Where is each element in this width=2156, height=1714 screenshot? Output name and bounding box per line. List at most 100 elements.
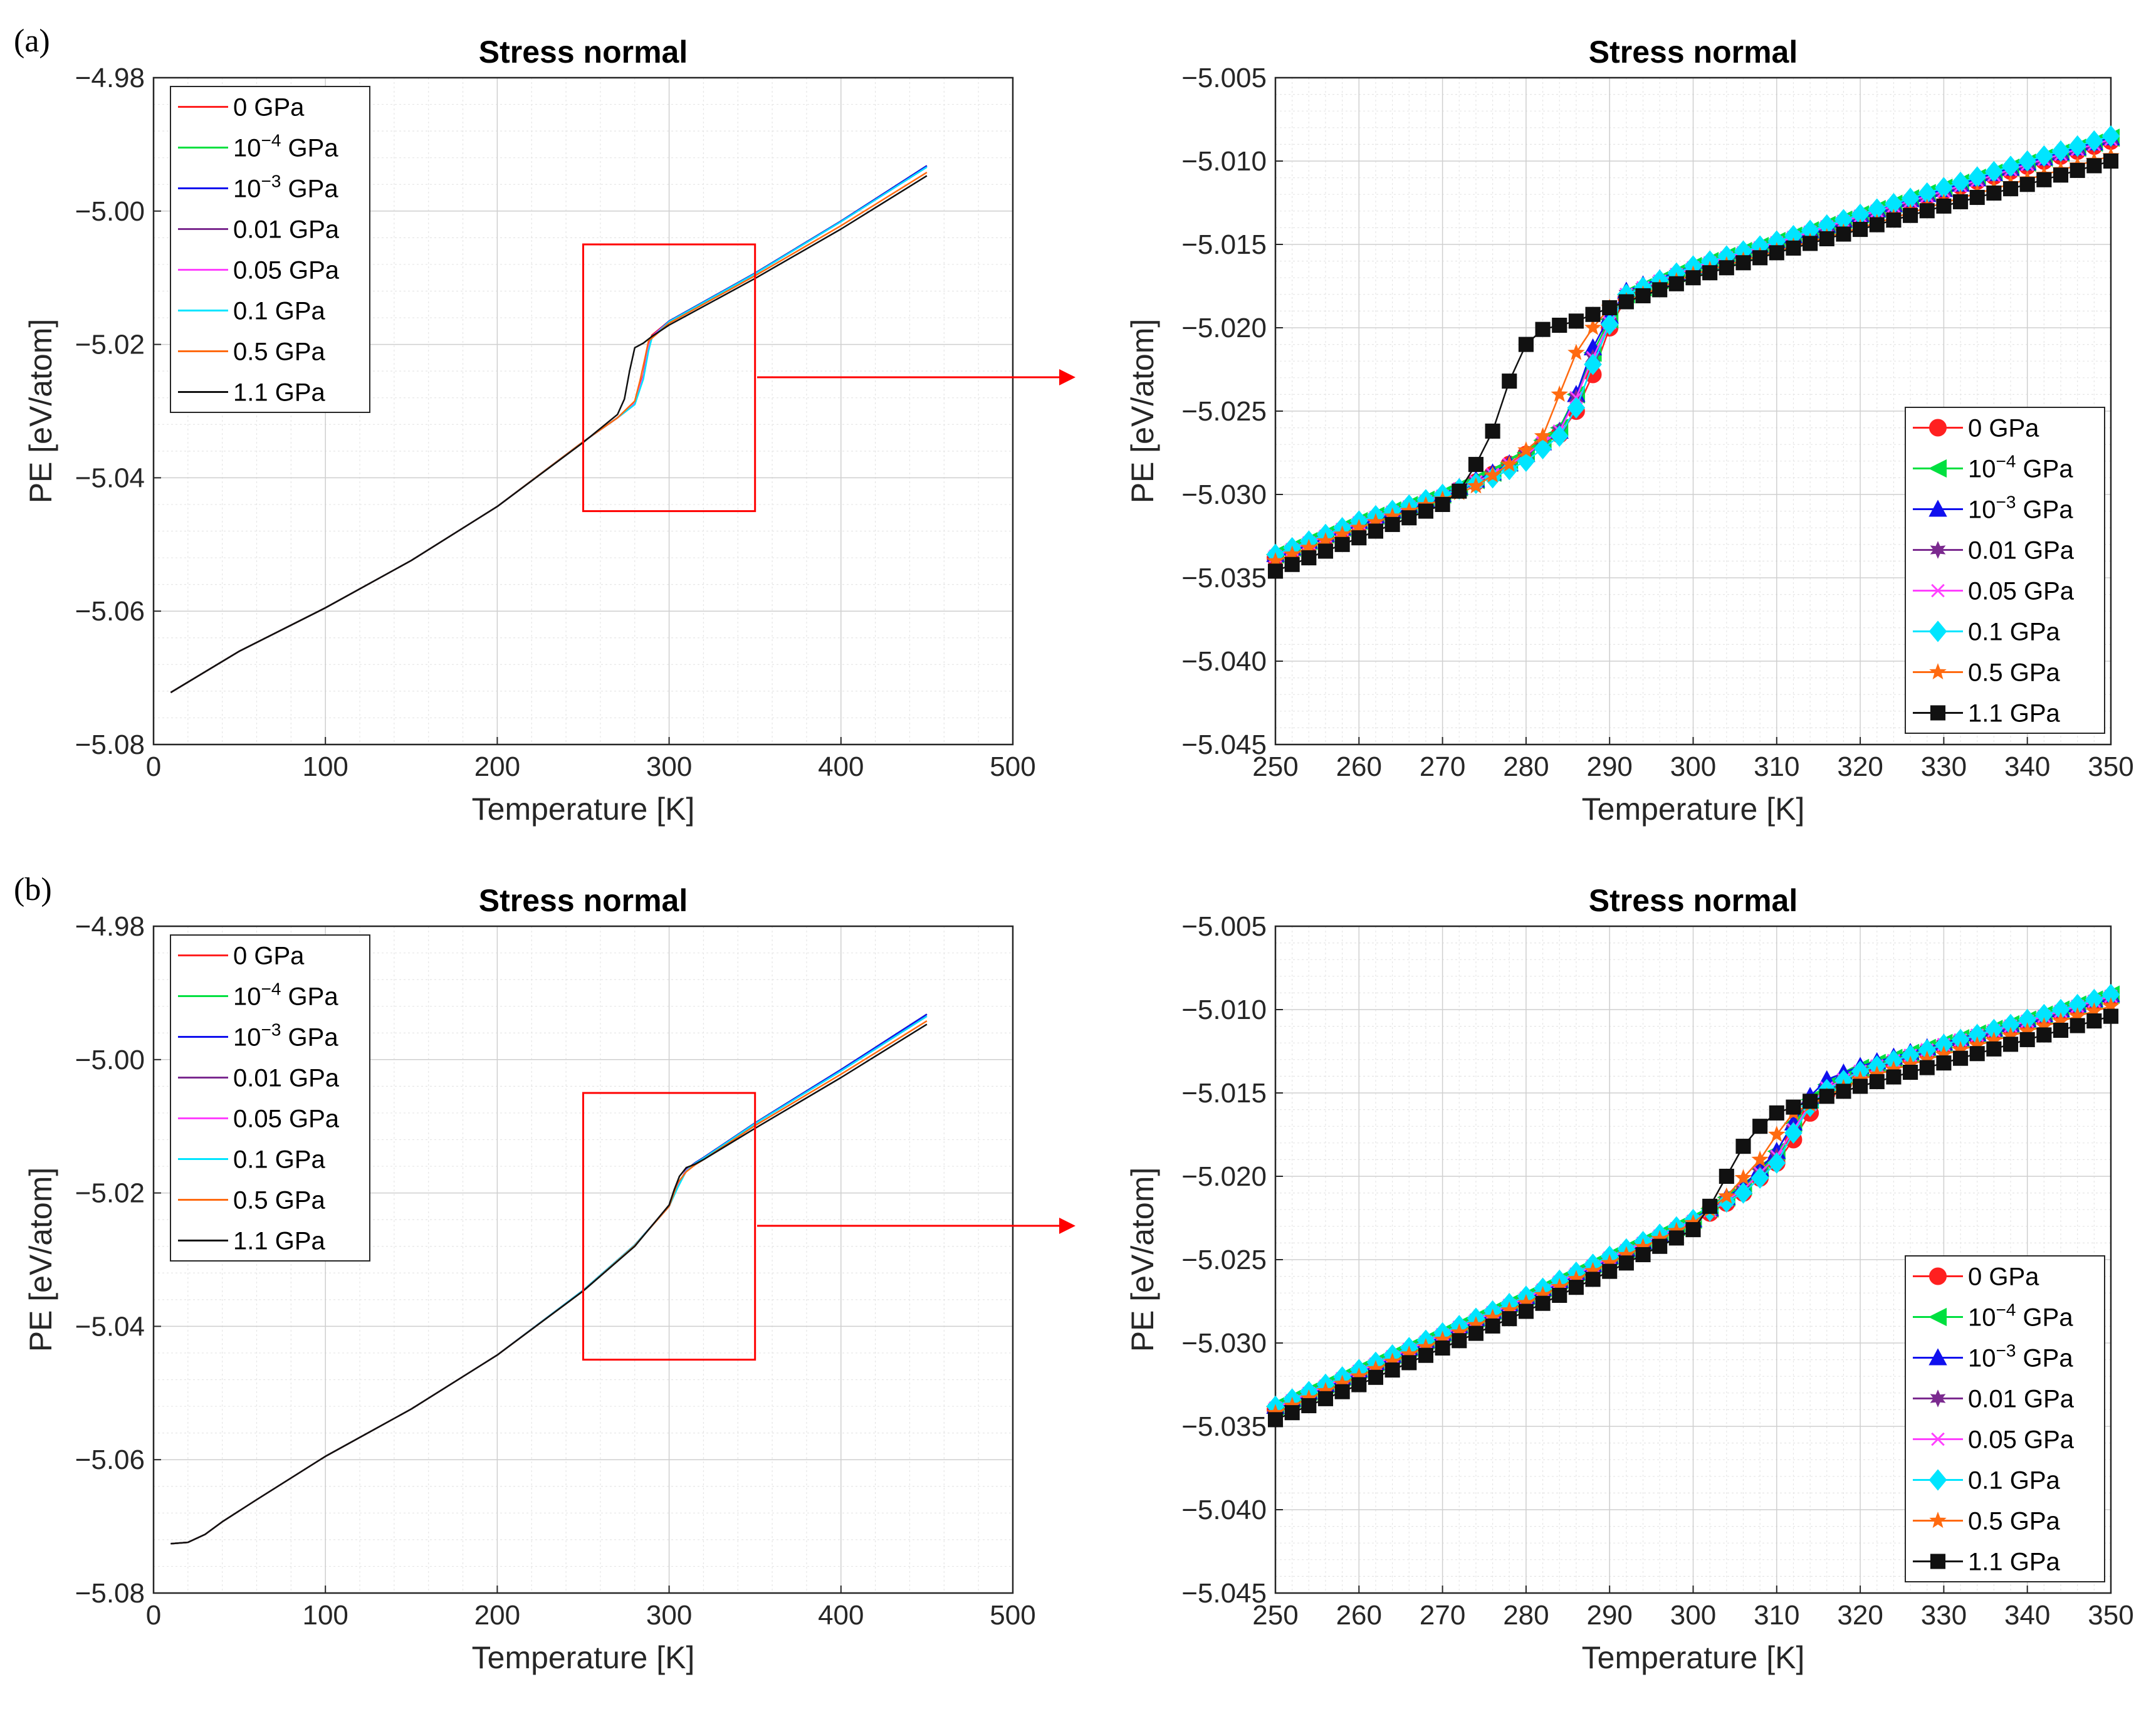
legend-marker: [1931, 1432, 1945, 1446]
data-point: [2002, 181, 2019, 197]
legend-item: 0 GPa: [1913, 415, 2039, 442]
zoom-arrow-a: [757, 369, 1075, 385]
legend-item: 0 GPa: [178, 943, 305, 970]
data-point: [1384, 516, 1400, 532]
data-point: [1551, 385, 1568, 402]
data-point: [1769, 1105, 1784, 1121]
data-point: [1919, 203, 1935, 219]
x-axis-label: Temperature [K]: [472, 1640, 695, 1675]
y-tick-label: −5.00: [75, 1045, 145, 1075]
panel-label-a: (a): [14, 23, 50, 59]
data-point: [1702, 265, 1718, 281]
legend-marker: [1929, 419, 1947, 437]
data-point: [1853, 1079, 1868, 1094]
y-tick-label: −5.005: [1181, 911, 1267, 942]
chart-b-zoom: 250 260 270 280 290 300 310 320 330 340 350 −5.045 −…: [1125, 883, 2134, 1675]
legend-item: 10−3 GPa: [1913, 493, 2073, 524]
legend-label: 1.1 GPa: [233, 1228, 326, 1255]
x-tick-label: 300: [646, 751, 692, 782]
y-tick-label: −5.02: [75, 330, 145, 360]
y-tick-label: −5.045: [1181, 1578, 1267, 1609]
legend-item: 0.5 GPa: [1913, 659, 2061, 687]
y-tick-label: −5.025: [1181, 396, 1267, 427]
y-tick-label: −5.04: [75, 1311, 145, 1342]
legend-label: 0.05 GPa: [1968, 578, 2075, 605]
data-point: [1668, 276, 1684, 291]
y-tick-label: −4.98: [75, 63, 145, 93]
data-point: [1435, 496, 1450, 513]
legend-marker: [1929, 1267, 1947, 1285]
data-point: [2086, 1013, 2102, 1029]
data-point: [1751, 1150, 1769, 1168]
legend-item: 10−4 GPa: [1913, 452, 2073, 483]
legend-item: 0.1 GPa: [178, 1146, 326, 1174]
x-tick-label: 200: [474, 751, 520, 782]
data-point: [1284, 1405, 1300, 1421]
x-tick-label: 500: [990, 1600, 1035, 1631]
legend-label: 0.05 GPa: [233, 1105, 340, 1133]
data-point: [1584, 353, 1602, 375]
data-point: [1418, 1347, 1433, 1363]
data-point: [1719, 260, 1734, 276]
data-point: [1969, 189, 1985, 206]
data-point: [1500, 455, 1518, 472]
x-tick-label: 330: [1921, 751, 1967, 782]
y-tick-label: −5.08: [75, 1578, 145, 1609]
data-point: [2019, 177, 2035, 192]
data-point: [1836, 1084, 1851, 1099]
chart-title: Stress normal: [1589, 883, 1798, 918]
x-tick-label: 350: [2088, 751, 2133, 782]
x-axis-label: Temperature [K]: [472, 792, 695, 827]
data-point: [1467, 477, 1485, 494]
data-point: [1768, 1126, 1786, 1142]
data-point: [1735, 255, 1751, 271]
data-point: [1685, 270, 1701, 286]
legend-box: [1905, 407, 2105, 734]
data-point: [1803, 236, 1818, 251]
data-point: [1836, 226, 1851, 242]
x-tick-label: 200: [474, 1600, 520, 1631]
legend-item: 0.5 GPa: [178, 1187, 326, 1215]
data-point: [1886, 1069, 1902, 1085]
y-tick-label: −5.005: [1181, 63, 1267, 93]
data-point: [1585, 1272, 1601, 1287]
data-point: [1786, 240, 1801, 256]
y-tick-label: −5.015: [1181, 1078, 1267, 1109]
axes-frame: [152, 76, 1014, 746]
legend-label: 0.1 GPa: [1968, 1467, 2061, 1495]
legend-item: 1.1 GPa: [1913, 700, 2061, 728]
data-point: [1534, 437, 1552, 460]
data-point: [2086, 158, 2102, 174]
x-tick-label: 320: [1837, 751, 1883, 782]
data-point: [2053, 1022, 2069, 1038]
legend-item: 0.05 GPa: [178, 1105, 340, 1133]
data-point: [2070, 162, 2085, 178]
y-axis-label: PE [eV/atom]: [23, 1168, 58, 1352]
data-point: [1301, 1398, 1317, 1414]
data-point: [1618, 1255, 1634, 1271]
legend-label: 10−3 GPa: [1968, 1341, 2073, 1372]
x-tick-label: 250: [1252, 1600, 1298, 1631]
x-tick-label: 400: [818, 751, 864, 782]
legend-item: 0.01 GPa: [178, 1065, 340, 1092]
legend-item: 0 GPa: [178, 94, 305, 122]
x-tick-label: 270: [1420, 751, 1465, 782]
legend-item: 0.1 GPa: [1913, 1467, 2061, 1495]
data-point: [1602, 300, 1618, 316]
x-tick-label: 0: [146, 751, 161, 782]
y-tick-label: −5.06: [75, 1445, 145, 1475]
legend-marker: [1928, 1307, 1947, 1327]
data-point: [1468, 457, 1484, 473]
legend-item: 0.5 GPa: [178, 338, 326, 366]
data-point: [1351, 1377, 1367, 1393]
data-point: [1819, 231, 1834, 247]
series-line: [1275, 135, 2112, 555]
chart-a-zoom: 250 260 270 280 290 300 310 320 330 340 350 −5.045 −…: [1125, 34, 2134, 827]
data-point: [2103, 153, 2119, 169]
legend-label: 0.1 GPa: [1968, 619, 2061, 646]
data-point: [1535, 1295, 1551, 1311]
legend-marker: [1929, 663, 1947, 680]
data-point: [1485, 423, 1500, 439]
data-point: [1368, 523, 1384, 539]
